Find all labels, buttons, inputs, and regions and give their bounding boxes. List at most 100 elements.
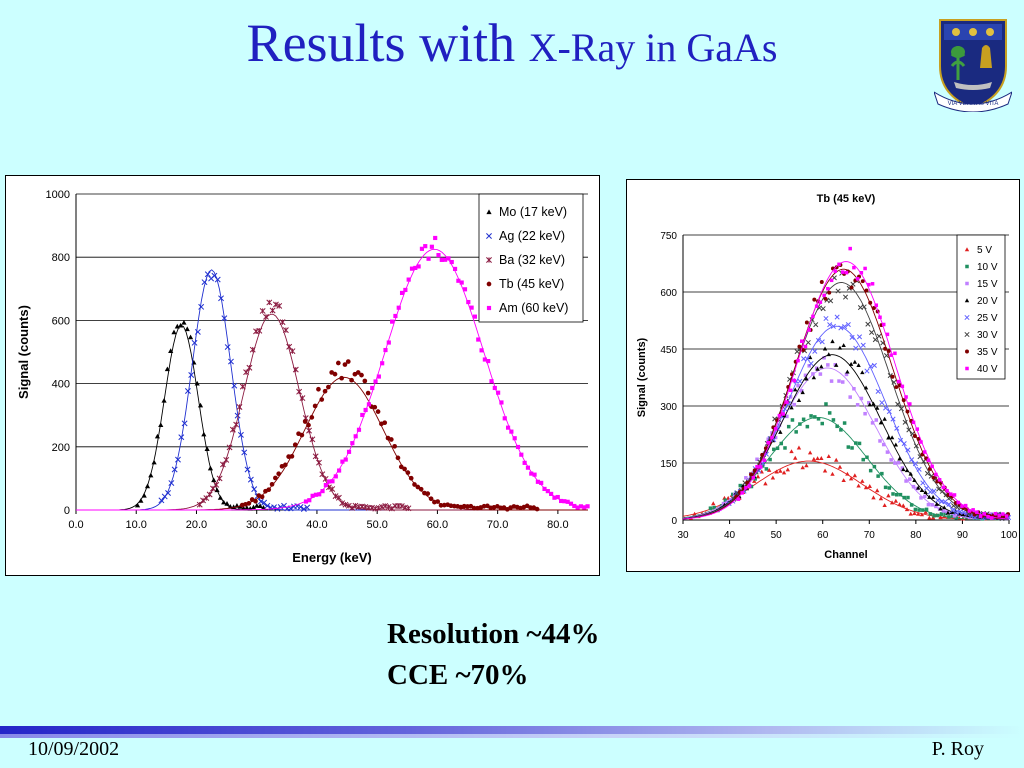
data-point <box>803 373 808 378</box>
data-point <box>731 492 735 497</box>
data-point <box>436 253 441 258</box>
data-point <box>894 385 899 390</box>
data-point <box>909 457 915 463</box>
data-point <box>788 388 793 393</box>
data-point <box>319 471 326 478</box>
data-point <box>863 485 869 490</box>
data-point <box>930 503 934 507</box>
data-point <box>256 327 263 334</box>
data-point <box>539 480 544 485</box>
data-point <box>841 478 846 483</box>
data-point <box>307 498 312 503</box>
data-point <box>952 514 957 518</box>
data-point <box>804 463 809 468</box>
data-point <box>165 490 171 496</box>
data-point <box>565 499 570 504</box>
data-point <box>496 390 501 395</box>
data-point <box>849 334 855 340</box>
data-point <box>826 454 831 459</box>
data-point <box>904 507 910 512</box>
data-point <box>811 314 815 319</box>
data-point <box>322 388 328 394</box>
data-point <box>876 474 880 478</box>
data-point <box>292 366 299 373</box>
data-point <box>499 400 504 405</box>
data-point <box>879 400 885 406</box>
data-point <box>373 379 378 384</box>
data-point <box>841 343 846 348</box>
data-point <box>971 508 975 512</box>
data-point <box>486 358 491 364</box>
data-point <box>738 483 743 488</box>
data-point <box>842 294 849 300</box>
data-point <box>854 441 858 445</box>
data-point <box>811 375 817 380</box>
data-point <box>924 485 930 491</box>
data-point <box>316 459 322 466</box>
data-point <box>309 415 315 420</box>
data-point <box>774 469 779 474</box>
data-point <box>708 506 713 510</box>
data-point <box>915 511 921 516</box>
energy-spectrum-plot: 0 200 400 600 800 1000 0.0 10.0 20.0 30.0 40.0 50.0… <box>16 189 590 565</box>
data-point <box>568 501 574 506</box>
data-point <box>952 493 957 497</box>
data-point <box>425 491 431 496</box>
data-point <box>912 478 917 483</box>
data-point <box>345 502 352 509</box>
data-point <box>343 457 348 462</box>
data-point <box>390 319 395 324</box>
data-point <box>289 453 295 459</box>
y-tick-label: 600 <box>52 315 70 327</box>
data-point <box>928 512 933 516</box>
data-point <box>889 500 895 505</box>
data-point <box>818 300 823 304</box>
data-point <box>472 314 478 319</box>
footer-bar <box>0 726 1024 734</box>
data-point <box>923 490 928 495</box>
data-point <box>721 501 726 506</box>
data-point <box>266 299 273 306</box>
data-point <box>856 334 863 340</box>
data-point <box>908 402 912 406</box>
legend-marker <box>965 366 969 371</box>
data-point <box>200 497 206 504</box>
data-point <box>201 279 208 286</box>
data-point <box>319 397 325 402</box>
data-point <box>789 405 794 410</box>
data-point <box>532 472 537 477</box>
data-point <box>443 257 448 262</box>
data-point <box>835 288 841 294</box>
data-point <box>875 388 881 394</box>
legend-label: Ag (22 keV) <box>499 229 565 243</box>
data-point <box>323 483 328 488</box>
data-point <box>219 461 226 468</box>
data-point <box>887 486 892 490</box>
data-point <box>840 380 845 384</box>
data-point <box>138 498 144 503</box>
x-tick-label: 0.0 <box>68 519 83 531</box>
title-rest: X-Ray in GaAs <box>528 25 778 70</box>
data-point <box>799 339 804 343</box>
data-point <box>419 246 425 251</box>
y-tick-label: 0 <box>64 505 70 517</box>
data-point <box>840 270 845 274</box>
data-point <box>309 436 316 443</box>
data-point <box>392 443 397 449</box>
data-point <box>198 303 205 310</box>
data-point <box>302 419 308 424</box>
data-point <box>921 508 925 512</box>
data-point <box>766 441 770 445</box>
data-point <box>813 322 819 328</box>
legend-label: Tb (45 keV) <box>499 277 564 291</box>
data-point <box>893 498 899 503</box>
data-point <box>844 372 849 377</box>
data-point <box>949 510 954 515</box>
legend-marker <box>964 247 970 252</box>
data-point <box>329 486 336 492</box>
x-tick-label: 60 <box>817 530 829 541</box>
data-point <box>479 348 484 353</box>
legend-label: 5 V <box>977 245 992 256</box>
legend-marker <box>964 314 970 321</box>
data-point <box>926 458 931 462</box>
